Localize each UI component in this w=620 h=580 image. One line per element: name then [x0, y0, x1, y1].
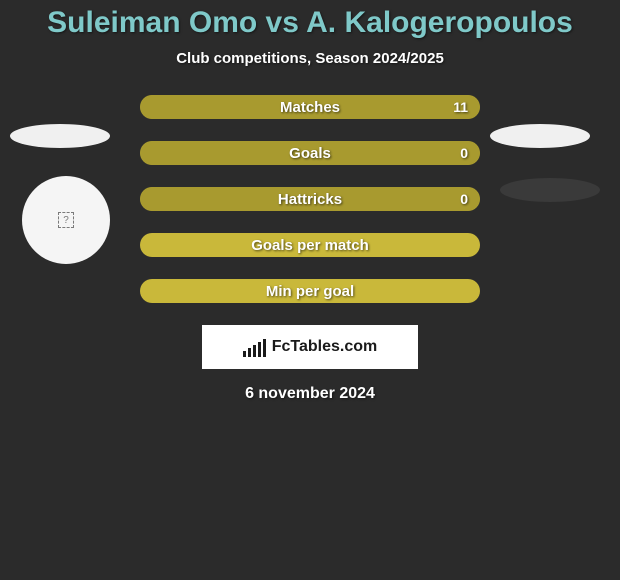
decor-ellipse [10, 124, 110, 148]
stat-value: 0 [460, 141, 468, 165]
stat-row: Hattricks0 [140, 187, 480, 211]
fctables-logo: FcTables.com [202, 325, 418, 369]
stat-label: Goals [140, 141, 480, 165]
decor-ellipse [500, 178, 600, 202]
logo-bars-icon [243, 337, 266, 357]
stat-row: Goals per match [140, 233, 480, 257]
subtitle: Club competitions, Season 2024/2025 [0, 50, 620, 67]
stat-row: Min per goal [140, 279, 480, 303]
stats-container: Matches11Goals0Hattricks0Goals per match… [140, 95, 480, 303]
stat-value: 0 [460, 187, 468, 211]
stat-value: 11 [453, 95, 468, 119]
stat-label: Min per goal [140, 279, 480, 303]
page-title: Suleiman Omo vs A. Kalogeropoulos [0, 0, 620, 40]
stat-row: Matches11 [140, 95, 480, 119]
stat-label: Hattricks [140, 187, 480, 211]
stat-label: Goals per match [140, 233, 480, 257]
stat-label: Matches [140, 95, 480, 119]
image-placeholder-icon: ? [58, 212, 74, 228]
logo-text: FcTables.com [272, 338, 378, 356]
date-label: 6 november 2024 [0, 385, 620, 403]
stat-row: Goals0 [140, 141, 480, 165]
player-photo-placeholder: ? [22, 176, 110, 264]
decor-ellipse [490, 124, 590, 148]
